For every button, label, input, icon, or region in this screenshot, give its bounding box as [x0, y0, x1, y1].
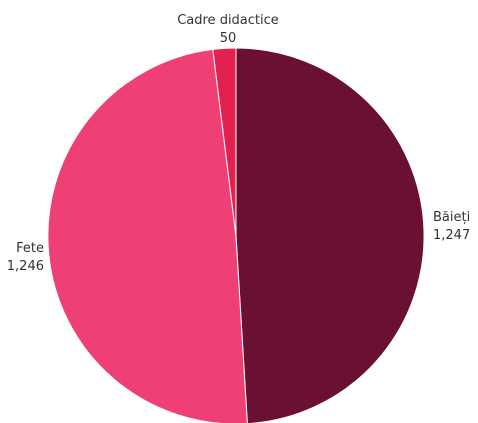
pie-labels: Băieți 1,247 Fete 1,246 Cadre didactice 50: [7, 13, 470, 274]
slice-category-label: Cadre didactice: [177, 13, 279, 28]
slice-value-label: 1,246: [7, 259, 44, 274]
slice-category-label: Băieți: [433, 210, 470, 225]
slice-value-label: 1,247: [433, 228, 470, 243]
pie-slice-băieți: [235, 47, 425, 423]
slice-value-label: 50: [220, 31, 237, 46]
pie-slice-fete: [47, 48, 248, 423]
pie-slice-cadre-didactice: [212, 47, 237, 237]
slice-category-label: Fete: [16, 241, 44, 256]
pie-slices: [47, 47, 425, 423]
